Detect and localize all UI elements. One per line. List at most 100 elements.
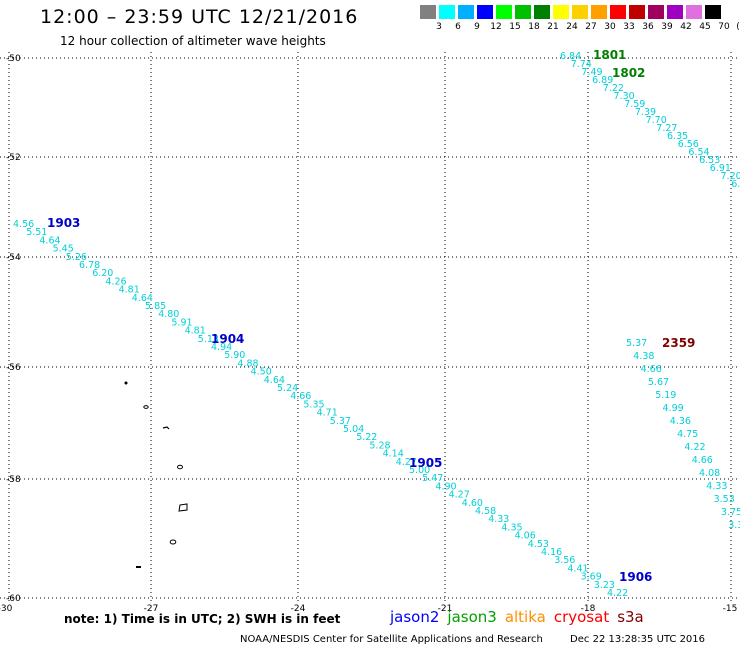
colorbar-swatch — [648, 5, 664, 19]
swh-value-cryosat: 3.3 — [728, 520, 740, 531]
swh-value-jason2: 4.53 — [528, 539, 549, 550]
colorbar-tick-label: 18 — [528, 22, 540, 32]
swh-value-jason3: 7.20 — [721, 171, 740, 182]
colorbar-swatch — [686, 5, 702, 19]
lon-tick-label: -27 — [144, 604, 159, 614]
colorbar-tick-label: 39 — [661, 22, 673, 32]
swh-value-jason2: 5.35 — [303, 399, 324, 410]
swh-value-jason2: 4.71 — [317, 408, 338, 419]
colorbar-tick-label: 6 — [455, 22, 461, 32]
island — [162, 426, 170, 430]
island-outlines — [124, 381, 188, 568]
swh-value-jason3: 6.35 — [667, 131, 688, 142]
swh-value-jason2: 5.51 — [26, 227, 47, 238]
swh-value-jason2: 4.14 — [383, 449, 404, 460]
swh-value-cryosat: 3.75 — [721, 507, 740, 518]
legend-jason3: jason3 — [447, 608, 497, 626]
pass-label: 1904 — [211, 332, 244, 346]
colorbar-swatch — [496, 5, 512, 19]
swh-value-jason3: 6.53 — [699, 155, 720, 166]
swh-value-jason3: 6.56 — [678, 139, 699, 150]
swh-value-jason2: 4.58 — [475, 506, 496, 517]
map-title: 12:00 – 23:59 UTC 12/21/2016 — [40, 6, 359, 28]
colorbar-tick-label: 21 — [547, 22, 559, 32]
swh-value-jason2: 5.28 — [369, 440, 390, 451]
swh-value-jason2: 4.64 — [39, 235, 60, 246]
swh-value-jason2: 4.06 — [515, 531, 536, 542]
swh-value-jason2: 3.56 — [554, 555, 575, 566]
lat-lon-grid — [0, 52, 740, 603]
colorbar-swatch — [591, 5, 607, 19]
swh-value-jason3: 7.39 — [635, 107, 656, 118]
colorbar-swatch — [420, 5, 436, 19]
pass-label: 2359 — [662, 336, 695, 350]
swh-value-jason2: 5.91 — [171, 317, 192, 328]
swh-value-jason2: 5.04 — [343, 424, 364, 435]
colorbar-tick-label: (ft) — [736, 22, 740, 32]
swh-value-jason2: 4.27 — [449, 490, 470, 501]
swh-value-jason2: 4.88 — [237, 358, 258, 369]
legend-jason2: jason2 — [390, 608, 440, 626]
swh-value-jason2: 5.13 — [198, 334, 219, 345]
lat-tick-label: -58 — [6, 475, 21, 485]
swh-value-jason3: 6.89 — [731, 179, 740, 190]
colorbar-tick-label: 15 — [509, 22, 521, 32]
swh-value-cryosat: 4.66 — [692, 455, 713, 466]
footer-timestamp: Dec 22 13:28:35 UTC 2016 — [570, 634, 706, 645]
swh-value-jason2: 4.80 — [158, 309, 179, 320]
colorbar-swatch — [534, 5, 550, 19]
swh-value-jason2: 4.94 — [211, 342, 232, 353]
lon-tick-label: -21 — [438, 604, 453, 614]
colorbar-tick-label: 12 — [490, 22, 502, 32]
colorbar-swatch — [667, 5, 683, 19]
swh-value-jason2: 4.22 — [607, 588, 628, 599]
lon-tick-label: -15 — [723, 604, 738, 614]
colorbar-swatch — [553, 5, 569, 19]
swh-value-jason2: 5.24 — [277, 383, 298, 394]
units-note: note: 1) Time is in UTC; 2) SWH is in fe… — [64, 612, 341, 626]
island — [169, 539, 177, 545]
swh-value-jason2: 4.27 — [396, 457, 417, 468]
colorbar-swatch — [477, 5, 493, 19]
swh-value-jason2: 5.45 — [53, 244, 74, 255]
footer: NOAA/NESDIS Center for Satellite Applica… — [240, 634, 705, 645]
colorbar-tick-label: 36 — [642, 22, 654, 32]
swh-value-jason2: 4.33 — [488, 514, 509, 525]
swh-value-jason2: 5.37 — [330, 416, 351, 427]
swh-value-cryosat: 5.37 — [626, 338, 647, 349]
axis-tick-labels: -30 -27 -24 -21 -18 -15 -50 -52 -54 -56 -58 -60 — [0, 54, 737, 614]
swh-value-jason2: 4.50 — [251, 367, 272, 378]
swh-value-jason3: 7.30 — [614, 91, 635, 102]
colorbar-swatch — [705, 5, 721, 19]
swh-value-jason2: 4.81 — [185, 326, 206, 337]
swh-value-cryosat: 5.67 — [648, 377, 669, 388]
swh-value-jason2: 5.26 — [66, 252, 87, 263]
lat-tick-label: -54 — [6, 253, 21, 263]
swh-value-jason2: 4.90 — [435, 481, 456, 492]
swh-value-jason2: 5.47 — [422, 473, 443, 484]
swh-value-jason2: 4.41 — [567, 563, 588, 574]
swh-value-jason3: 7.70 — [646, 115, 667, 126]
pass-label: 1903 — [47, 216, 80, 230]
swh-value-jason2: 4.35 — [501, 522, 522, 533]
swh-value-jason2: 3.23 — [594, 580, 615, 591]
swh-value-jason2: 4.64 — [264, 375, 285, 386]
footer-credit: NOAA/NESDIS Center for Satellite Applica… — [240, 634, 543, 645]
island — [143, 405, 149, 409]
colorbar-swatch — [439, 5, 455, 19]
swh-value-jason2: 4.60 — [462, 498, 483, 509]
swh-value-jason3: 6.54 — [688, 147, 709, 158]
colorbar-swatch — [515, 5, 531, 19]
colorbar-tick-label: 33 — [623, 22, 635, 32]
swh-value-jason3: 7.49 — [581, 67, 602, 78]
swh-value-jason2: 4.66 — [290, 391, 311, 402]
pass-label: 1906 — [619, 570, 652, 584]
colorbar-tick-label: 27 — [585, 22, 597, 32]
swh-value-jason2: 4.64 — [132, 293, 153, 304]
swh-value-jason3: 6.89 — [592, 75, 613, 86]
lat-tick-label: -50 — [6, 54, 21, 64]
colorbar-swatch — [572, 5, 588, 19]
lat-tick-label: -56 — [6, 363, 21, 373]
colorbar-tick-label: 24 — [566, 22, 578, 32]
swh-value-cryosat: 4.33 — [706, 481, 727, 492]
